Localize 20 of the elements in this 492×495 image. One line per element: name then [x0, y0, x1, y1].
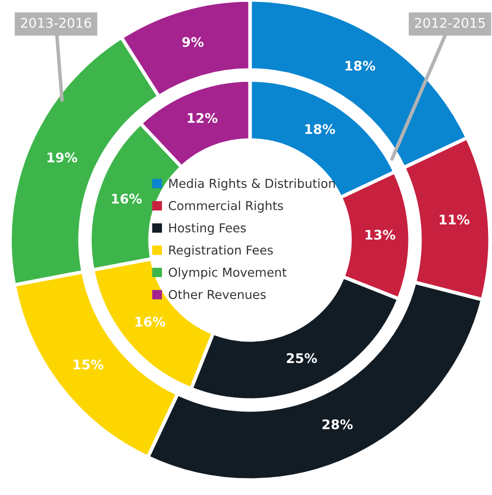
legend-label: Commercial Rights	[168, 200, 284, 213]
text: 11%	[440, 214, 470, 225]
legend-label: Other Revenues	[168, 290, 266, 300]
legend-label: Media Rights & Distribution	[169, 178, 335, 190]
legend-label: Olympic Movement	[168, 267, 286, 280]
text: 13%	[366, 230, 396, 240]
text: 18%	[305, 124, 336, 134]
text: 18%	[346, 60, 376, 71]
text: 25%	[286, 353, 317, 364]
text: 12%	[188, 112, 218, 123]
legend-label: Registration Fees	[169, 245, 273, 258]
text: 16%	[112, 194, 142, 204]
text: 15%	[74, 359, 104, 370]
text: 2012-2015	[415, 18, 485, 28]
text: 19%	[48, 152, 78, 162]
text: 28%	[322, 419, 353, 430]
text: 9%	[182, 36, 204, 47]
text: 2013-2016	[21, 18, 92, 28]
text: 16%	[136, 316, 166, 327]
legend-label: Hosting Fees	[169, 222, 246, 235]
